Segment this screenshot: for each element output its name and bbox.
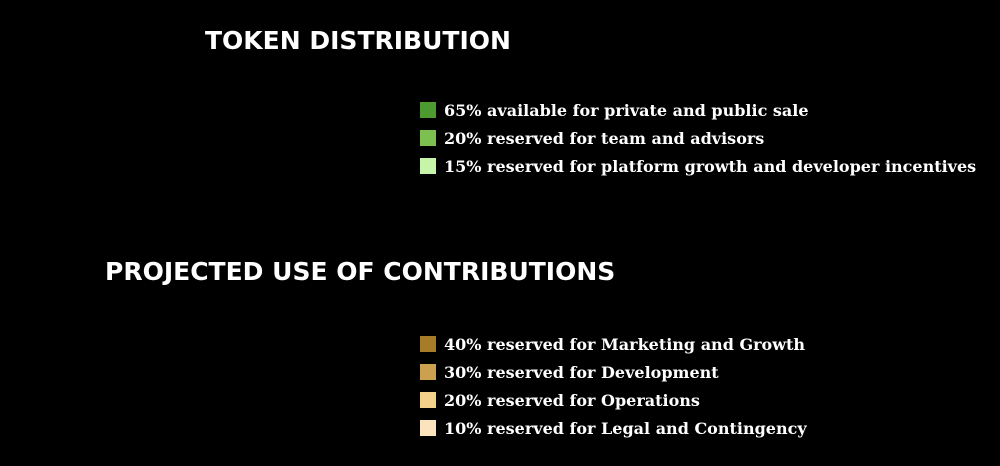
legend-item: 30% reserved for Development (420, 362, 719, 382)
legend-label: 65% available for private and public sal… (444, 100, 809, 120)
legend-item: 10% reserved for Legal and Contingency (420, 418, 807, 438)
legend-swatch (420, 392, 436, 408)
section-title: PROJECTED USE OF CONTRIBUTIONS (105, 257, 616, 286)
legend-swatch (420, 364, 436, 380)
legend-item: 65% available for private and public sal… (420, 100, 809, 120)
legend-label: 20% reserved for team and advisors (444, 128, 765, 148)
legend-label: 20% reserved for Operations (444, 390, 700, 410)
legend-item: 20% reserved for team and advisors (420, 128, 764, 148)
legend-label: 15% reserved for platform growth and dev… (444, 156, 977, 176)
legend-label: 40% reserved for Marketing and Growth (444, 334, 806, 354)
legend-label: 10% reserved for Legal and Contingency (444, 418, 807, 438)
legend-label: 30% reserved for Development (444, 362, 719, 382)
legend-item: 40% reserved for Marketing and Growth (420, 334, 805, 354)
legend-swatch (420, 102, 436, 118)
legend-swatch (420, 158, 436, 174)
legend-swatch (420, 130, 436, 146)
legend-swatch (420, 336, 436, 352)
section-title: TOKEN DISTRIBUTION (205, 26, 511, 55)
legend-swatch (420, 420, 436, 436)
legend-item: 15% reserved for platform growth and dev… (420, 156, 976, 176)
legend-item: 20% reserved for Operations (420, 390, 700, 410)
